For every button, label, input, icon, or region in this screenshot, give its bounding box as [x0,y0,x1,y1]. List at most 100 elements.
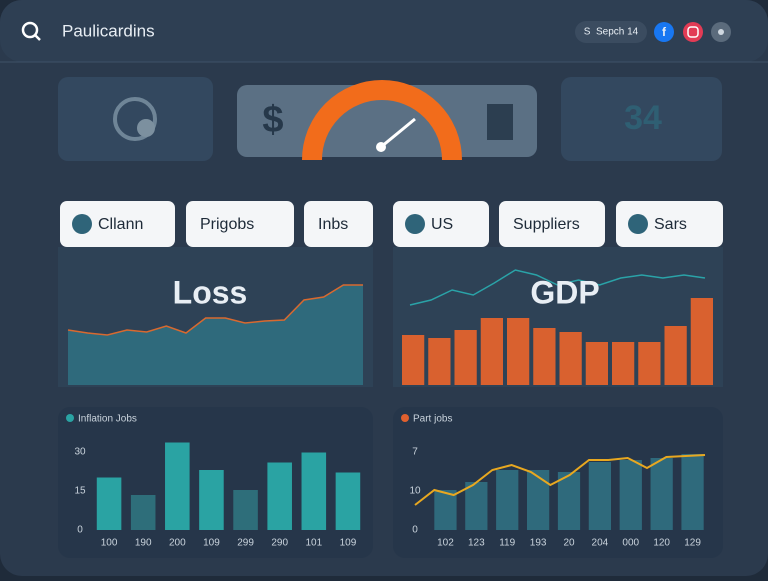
metric-value: 34 [624,99,662,137]
bar [526,470,550,530]
bar [434,490,457,530]
currency-symbol: $ [262,99,283,141]
social-icon[interactable] [683,22,703,42]
line-series [409,269,706,306]
tab-button [304,201,373,247]
y-tick-label: 15 [74,486,86,497]
bar [681,454,704,530]
x-tick-label: 193 [530,538,547,549]
x-tick-label: 123 [468,538,485,549]
tab-button [186,201,294,247]
building-icon [487,104,513,140]
legend-dot [401,414,409,422]
tab-icon [405,214,425,234]
tab-button [60,201,175,247]
x-tick-label: 204 [592,538,609,549]
bar [130,495,156,530]
tab[interactable]: Cllann [60,201,175,247]
bar [650,458,673,530]
tab[interactable]: Inbs [304,201,373,247]
x-tick-label: 190 [135,538,152,549]
x-tick-label: 109 [340,538,357,549]
y-tick-label: 0 [412,525,418,536]
tab-label: Cllann [98,216,143,233]
bar [335,472,361,530]
bar [690,298,713,385]
tab-button [499,201,605,247]
y-tick-label: 30 [74,447,86,458]
y-tick-label: 7 [412,447,418,458]
bar [664,326,687,385]
bar [612,342,635,385]
tab-label: US [431,216,453,233]
tile-icon-globe [137,119,155,137]
tile-icon [113,97,157,141]
bar [465,482,488,530]
search-pill[interactable] [575,21,647,43]
tab-label: Suppliers [513,216,580,233]
x-tick-label: 20 [563,538,575,549]
x-tick-label: 000 [622,538,639,549]
bar [267,462,292,530]
settings-glyph [718,29,724,35]
bar [496,470,519,530]
metric-tile [561,77,722,161]
tab-button [393,201,489,247]
tab-label: Prigobs [200,216,254,233]
bar [557,472,581,530]
bar [559,332,582,385]
bar [619,460,642,530]
bar [480,318,503,385]
y-tick-label: 10 [409,486,421,497]
tab[interactable]: Prigobs [186,201,294,247]
panel-title: Loss [173,274,248,310]
facebook-icon[interactable] [654,22,674,42]
social-glyph [687,26,699,38]
bar [428,338,451,385]
line-series [67,284,363,336]
bar [507,318,530,385]
bar [402,335,425,385]
bar [585,342,608,385]
x-tick-label: 119 [499,538,515,549]
x-tick-label: 101 [305,538,322,549]
x-tick-label: 102 [437,538,454,549]
tab[interactable]: Sars [616,201,723,247]
bar [301,452,327,530]
facebook-letter: f [662,25,667,39]
x-tick-label: 109 [203,538,220,549]
bar [533,328,556,385]
header-bar [0,0,768,62]
legend-label: Inflation Jobs [78,414,137,425]
x-tick-label: 200 [169,538,186,549]
legend-label: Part jobs [413,414,452,425]
tab-icon [628,214,648,234]
tab-button [616,201,723,247]
tile [58,77,213,161]
tab-icon [72,214,92,234]
app-title: Paulicardins [62,21,155,40]
bar [454,330,477,385]
bar [233,490,258,530]
search-circle [21,21,39,39]
bar [638,342,661,385]
panel-title: GDP [530,274,599,310]
gauge-arc [302,80,462,161]
x-tick-label: 129 [684,538,701,549]
gauge-hub [376,142,386,152]
x-tick-label: 120 [653,538,670,549]
search-pill-text: S Sepch 14 [584,27,639,38]
bar [165,442,190,530]
x-tick-label: 100 [101,538,118,549]
tab[interactable]: Suppliers [499,201,605,247]
legend-dot [66,414,74,422]
tab-label: Inbs [318,216,348,233]
y-tick-label: 0 [77,525,83,536]
search-icon[interactable] [21,21,41,41]
tab[interactable]: US [393,201,489,247]
search-handle [34,34,41,41]
x-tick-label: 290 [271,538,288,549]
x-tick-label: 299 [237,538,254,549]
gauge-needle [380,117,416,149]
